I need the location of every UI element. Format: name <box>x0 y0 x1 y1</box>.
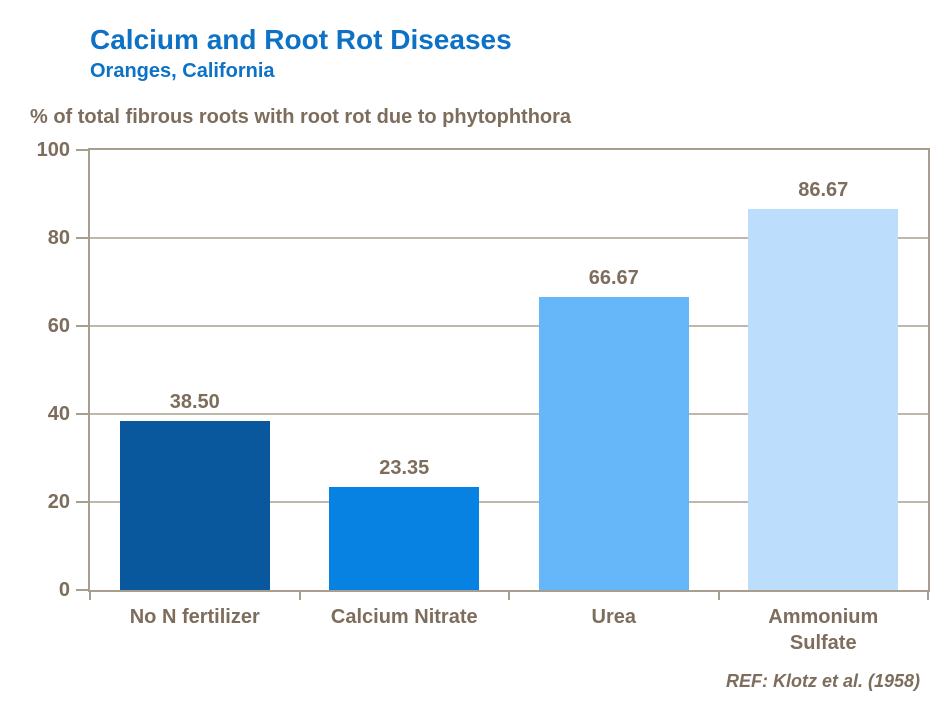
y-axis-title: % of total fibrous roots with root rot d… <box>30 106 572 128</box>
bar-urea <box>538 296 689 590</box>
y-tick-mark <box>76 237 90 239</box>
x-tick-mark <box>298 590 301 600</box>
y-tick-mark <box>76 325 90 327</box>
y-tick-label: 60 <box>47 315 70 337</box>
x-tick-mark <box>927 590 929 600</box>
y-tick-label: 100 <box>36 139 70 161</box>
x-category-label: Calcium Nitrate <box>330 606 478 628</box>
gridline <box>90 237 928 239</box>
y-tick-label: 0 <box>58 579 70 601</box>
y-tick-mark <box>76 413 90 415</box>
x-category-label: Urea <box>591 606 636 628</box>
y-tick-label: 80 <box>47 227 70 249</box>
x-category-label: No N fertilizer <box>129 606 260 628</box>
plot-area: 38.50 23.35 66.67 86.67 <box>88 148 930 592</box>
bar-no-n-fertilizer <box>119 420 270 590</box>
chart-subtitle: Oranges, California <box>90 60 275 82</box>
y-tick-mark <box>76 149 90 151</box>
bar-value-label: 23.35 <box>379 457 430 480</box>
chart-title: Calcium and Root Rot Diseases <box>90 24 512 55</box>
y-tick-mark <box>76 501 90 503</box>
gridline <box>90 413 928 415</box>
x-tick-mark <box>508 590 510 600</box>
y-tick-label: 20 <box>47 491 70 513</box>
x-tick-mark <box>717 590 720 600</box>
reference-note: REF: Klotz et al. (1958) <box>725 671 920 691</box>
bar-value-label: 66.67 <box>588 266 639 289</box>
bar-ammonium-sulfate <box>748 208 899 590</box>
bar-value-label: 38.50 <box>169 390 220 413</box>
bar-value-label: 86.67 <box>798 178 849 201</box>
x-category-label: Ammonium Sulfate <box>768 606 879 654</box>
gridline <box>90 325 928 327</box>
bar-calcium-nitrate <box>329 487 480 590</box>
x-tick-mark <box>89 590 91 600</box>
y-tick-label: 40 <box>47 403 70 425</box>
y-tick-mark <box>76 589 90 591</box>
gridline <box>90 501 928 503</box>
